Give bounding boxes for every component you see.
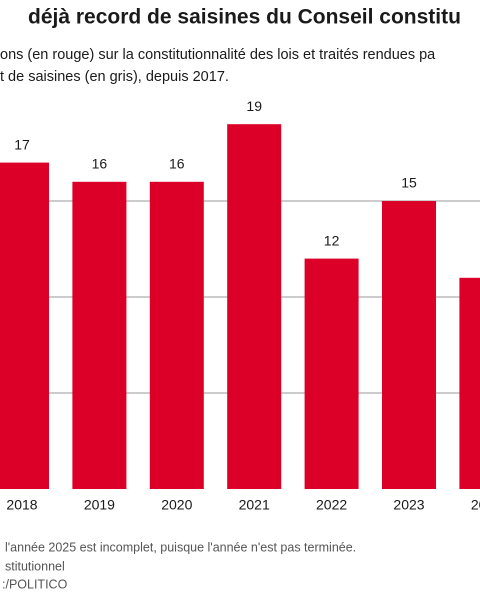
x-tick-label: 2022 (316, 497, 347, 513)
footnote: l'année 2025 est incomplet, puisque l'an… (5, 540, 356, 554)
x-tick-label: 2020 (161, 497, 192, 513)
value-label: 16 (169, 156, 185, 172)
value-label: 16 (92, 156, 108, 172)
bar (459, 277, 480, 489)
bar (227, 124, 282, 489)
footnote: stitutionnel (5, 559, 65, 573)
chart-subtitle: ons (en rouge) sur la constitutionnalité… (0, 47, 436, 63)
chart-title: déjà record de saisines du Conseil const… (28, 6, 461, 29)
bar (72, 181, 127, 490)
x-tick-label: 2018 (6, 497, 37, 513)
value-label: 12 (324, 232, 340, 248)
x-tick-label: 2024 (471, 497, 480, 513)
x-tick-label: 2021 (239, 497, 270, 513)
value-label: 15 (401, 175, 417, 191)
bar (0, 162, 49, 489)
x-tick-label: 2019 (84, 497, 115, 513)
bar (382, 201, 436, 489)
x-tick-label: 2023 (393, 497, 424, 513)
source: :/POLITICO (2, 577, 68, 591)
value-label: 19 (246, 98, 262, 114)
bar (149, 181, 204, 490)
chart-subtitle: t de saisines (en gris), depuis 2017. (0, 69, 229, 85)
value-label: 17 (14, 136, 30, 152)
bar (304, 258, 359, 489)
